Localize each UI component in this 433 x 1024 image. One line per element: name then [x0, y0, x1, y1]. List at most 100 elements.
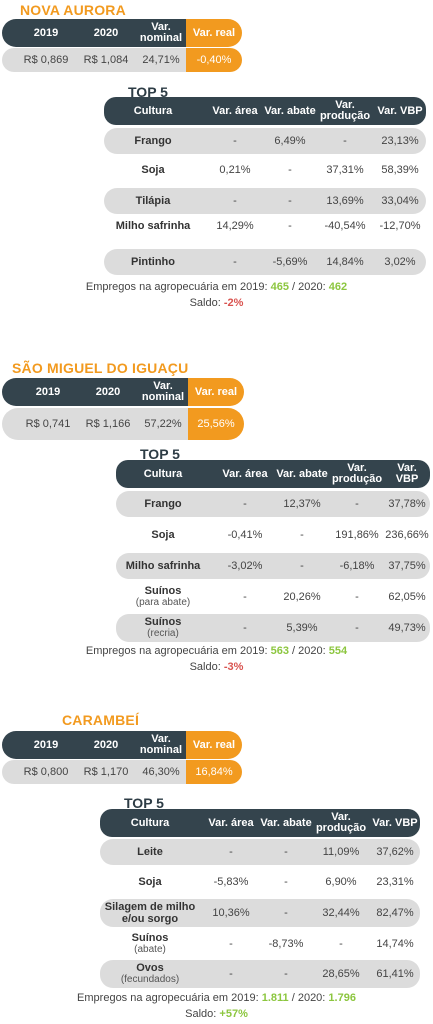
- cell-area: -3,02%: [227, 560, 263, 572]
- cell-area: -: [229, 846, 233, 858]
- cell-vbp: 37,78%: [388, 498, 426, 510]
- employment-label: Empregos na agropecuária em 2019:: [85, 645, 268, 657]
- cell-abate: -: [284, 846, 288, 858]
- table-header: Cultura Var. área Var. abate Var. produç…: [104, 97, 426, 125]
- crop-label: Suínos: [131, 932, 169, 944]
- th-abate: Var. abate: [264, 104, 316, 117]
- cell-vbp: 37,62%: [376, 846, 414, 858]
- section-title: NOVA AURORA: [20, 2, 126, 18]
- header-var-real: Var. real: [194, 385, 238, 398]
- crop-name: Soja: [141, 164, 165, 176]
- cell-area: -: [243, 591, 247, 603]
- cell-abate: -: [300, 560, 304, 572]
- saldo-label: Saldo:: [189, 297, 221, 309]
- crop-name: Suínos (para abate): [116, 583, 210, 611]
- cell-abate: -: [284, 907, 288, 919]
- cell-area: -: [233, 195, 237, 207]
- crop-name: Frango: [144, 498, 182, 510]
- cell-producao: -: [355, 591, 359, 603]
- table-row: Frango - 12,37% - 37,78%: [116, 491, 430, 517]
- table-row: Frango - 6,49% - 23,13%: [104, 128, 426, 154]
- th-area: Var. área: [222, 467, 268, 480]
- table-row: Silagem de milho e/ou sorgo 10,36% - 32,…: [100, 899, 420, 927]
- crop-name: Pintinho: [131, 256, 175, 268]
- table-row: Suínos (para abate) - 20,26% - 62,05%: [116, 583, 430, 611]
- th-cultura: Cultura: [133, 104, 173, 117]
- employment-mid-label: / 2020:: [292, 281, 326, 293]
- th-abate: Var. abate: [260, 816, 312, 829]
- cell-abate: -: [288, 164, 292, 176]
- value-var-real: -0,40%: [196, 54, 232, 66]
- cell-abate: -: [284, 968, 288, 980]
- value-var-real: 16,84%: [195, 766, 233, 778]
- header-2019: 2019: [33, 738, 59, 751]
- saldo-label: Saldo:: [189, 661, 221, 673]
- table-header: Cultura Var. área Var. abate Var. produç…: [100, 809, 420, 837]
- cell-abate: -: [288, 220, 292, 232]
- header-2020: 2020: [95, 385, 121, 398]
- cell-abate: -: [288, 195, 292, 207]
- cell-vbp: 33,04%: [381, 195, 419, 207]
- employment-2020: 554: [328, 645, 348, 657]
- stats-row: R$ 0,800 R$ 1,170 46,30% 16,84%: [2, 760, 242, 784]
- cell-producao: 13,69%: [326, 195, 364, 207]
- crop-name: Milho safrinha: [125, 560, 201, 572]
- value-var-real: 25,56%: [197, 418, 235, 430]
- top5-heading: TOP 5: [124, 795, 164, 811]
- crop-label: Suínos: [144, 616, 182, 628]
- saldo-label: Saldo:: [185, 1008, 217, 1020]
- cell-vbp: 14,74%: [376, 938, 414, 950]
- cell-vbp: 23,31%: [376, 876, 414, 888]
- cell-abate: 5,39%: [286, 622, 318, 634]
- table-row: Soja 0,21% - 37,31% 58,39%: [104, 157, 426, 183]
- employment-mid-label: / 2020:: [291, 992, 326, 1004]
- cell-area: -: [229, 938, 233, 950]
- employment-2019: 563: [270, 645, 289, 657]
- cell-producao: 6,90%: [325, 876, 357, 888]
- th-area: Var. área: [208, 816, 254, 829]
- header-var-nominal: Var. nominal: [139, 733, 183, 756]
- saldo-line: Saldo: -2%: [0, 295, 433, 311]
- crop-name: Suínos (abate): [100, 930, 200, 958]
- cell-abate: 20,26%: [283, 591, 321, 603]
- table-row: Suínos (recria) - 5,39% - 49,73%: [116, 614, 430, 642]
- employment-line: Empregos na agropecuária em 2019: 1.811 …: [0, 990, 433, 1006]
- cell-producao: -: [355, 622, 359, 634]
- table-row: Ovos (fecundados) - - 28,65% 61,41%: [100, 960, 420, 988]
- cell-abate: -: [300, 529, 304, 541]
- th-cultura: Cultura: [143, 467, 183, 480]
- th-cultura: Cultura: [130, 816, 170, 829]
- section-title: CARAMBEÍ: [62, 712, 140, 728]
- header-var-real: Var. real: [192, 26, 236, 39]
- cell-vbp: -12,70%: [379, 220, 421, 232]
- employment-2019: 1.811: [261, 992, 289, 1004]
- table-row: Milho safrinha 14,29% - -40,54% -12,70%: [104, 217, 426, 243]
- cell-vbp: 236,66%: [385, 529, 429, 541]
- cell-producao: 37,31%: [326, 164, 364, 176]
- header-var-nominal: Var. nominal: [139, 21, 183, 44]
- crop-label: Suínos: [144, 585, 182, 597]
- cell-area: -: [233, 256, 237, 268]
- value-2020: R$ 1,170: [83, 766, 129, 778]
- header-2019: 2019: [35, 385, 61, 398]
- employment-label: Empregos na agropecuária em 2019:: [77, 992, 259, 1004]
- saldo-value: -2%: [223, 297, 244, 309]
- cell-abate: -5,69%: [272, 256, 308, 268]
- crop-name: Soja: [151, 529, 175, 541]
- stats-row: R$ 0,741 R$ 1,166 57,22% 25,56%: [2, 408, 244, 440]
- saldo-value: -3%: [223, 661, 244, 673]
- cell-abate: -: [284, 876, 288, 888]
- th-abate: Var. abate: [276, 467, 328, 480]
- header-2020: 2020: [93, 738, 119, 751]
- cell-producao: 32,44%: [322, 907, 360, 919]
- th-vbp: Var. VBP: [372, 816, 418, 829]
- cell-vbp: 3,02%: [384, 256, 416, 268]
- cell-vbp: 61,41%: [376, 968, 414, 980]
- table-row: Soja -0,41% - 191,86% 236,66%: [116, 522, 430, 548]
- cell-area: 10,36%: [212, 907, 250, 919]
- value-2019: R$ 0,741: [25, 418, 71, 430]
- saldo-line: Saldo: -3%: [0, 659, 433, 675]
- employment-label: Empregos na agropecuária em 2019:: [85, 281, 268, 293]
- employment-line: Empregos na agropecuária em 2019: 465 / …: [0, 279, 433, 295]
- th-vbp: Var. VBP: [395, 462, 419, 485]
